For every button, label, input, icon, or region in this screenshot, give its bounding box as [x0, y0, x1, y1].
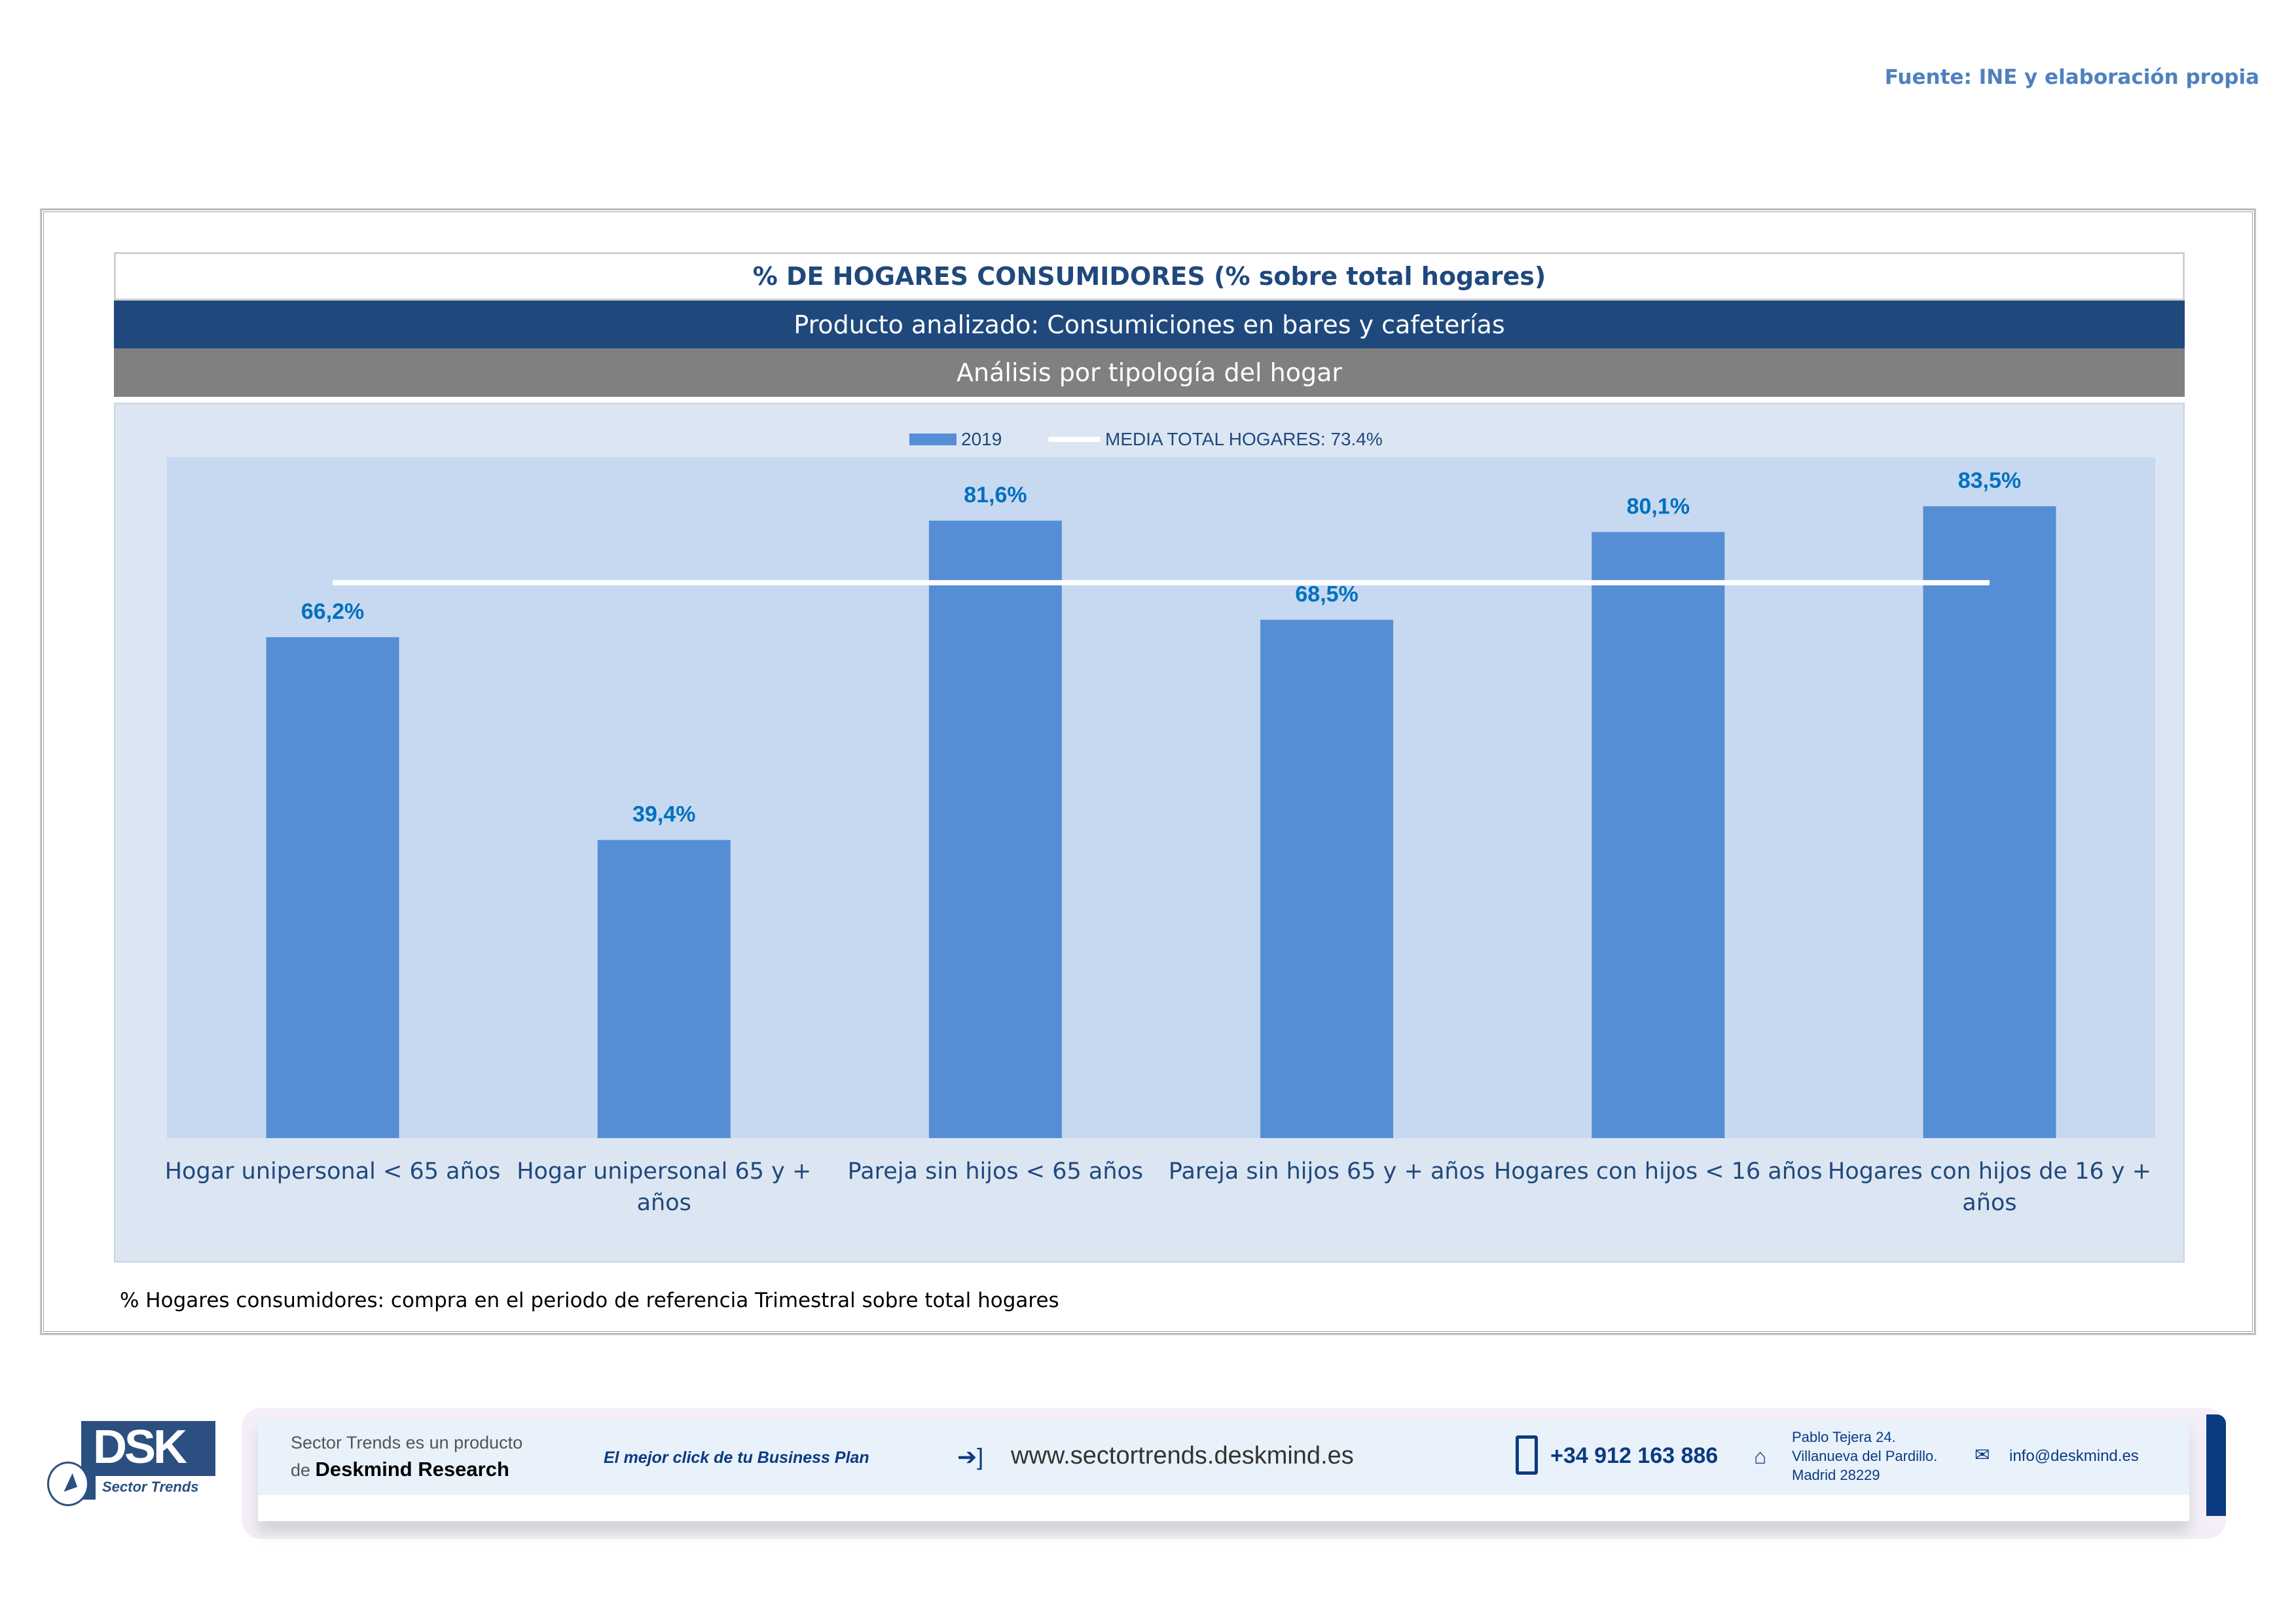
bar [597, 840, 731, 1138]
product-band: Producto analizado: Consumiciones en bar… [114, 301, 2185, 349]
data-label: 68,5% [1295, 581, 1358, 606]
data-label: 80,1% [1627, 494, 1690, 519]
category-label: Hogares con hijos < 16 años [1494, 1158, 1823, 1185]
data-label: 81,6% [964, 483, 1027, 507]
phone-number: +34 912 163 886 [1550, 1443, 1719, 1468]
category-label: Hogar unipersonal < 65 años [165, 1158, 501, 1185]
email-link[interactable]: info@deskmind.es [2009, 1447, 2139, 1465]
banner-accent [2206, 1414, 2226, 1516]
logo-text: DSK [93, 1421, 187, 1473]
rocket-icon [47, 1462, 89, 1506]
dsk-logo: DSK Sector Trends [43, 1421, 220, 1506]
category-label: años [637, 1190, 691, 1216]
phone-icon [1516, 1435, 1538, 1475]
footnote: % Hogares consumidores: compra en el per… [120, 1289, 1059, 1312]
report-frame [40, 208, 2256, 1335]
plot-area [167, 457, 2155, 1138]
source-note: Fuente: INE y elaboración propia [1884, 65, 2259, 89]
mail-icon: ✉ [1975, 1445, 1990, 1465]
address: Pablo Tejera 24. Villanueva del Pardillo.… [1792, 1429, 1938, 1483]
category-label: Pareja sin hijos < 65 años [848, 1158, 1144, 1185]
bar [928, 521, 1062, 1138]
bar-chart: 2019 MEDIA TOTAL HOGARES: 73.4% 66,2% Hogar… [165, 429, 2155, 1216]
slogan: El mejor click de tu Business Plan [604, 1449, 869, 1467]
home-icon: ⌂ [1754, 1445, 1767, 1468]
bar [266, 637, 399, 1138]
bar [1923, 506, 2056, 1138]
data-label: 39,4% [632, 802, 695, 827]
link-icon: ➔] [957, 1443, 984, 1470]
company-name: Deskmind Research [315, 1458, 509, 1481]
legend-swatch-average [1048, 437, 1101, 442]
legend-label-2019: 2019 [961, 429, 1002, 449]
category-label: Pareja sin hijos 65 y + años [1169, 1158, 1485, 1185]
analysis-band: Análisis por tipología del hogar [114, 348, 2185, 397]
category-label: años [1962, 1190, 2016, 1216]
legend-swatch-2019 [909, 434, 957, 445]
legend-label-average: MEDIA TOTAL HOGARES: 73.4% [1105, 429, 1383, 449]
bar [1260, 619, 1394, 1138]
category-label: Hogar unipersonal 65 y + [517, 1158, 811, 1185]
tagline: Sector Trends es un producto [291, 1433, 523, 1452]
bar [1592, 532, 1725, 1138]
website-link[interactable]: www.sectortrends.deskmind.es [1011, 1442, 1354, 1469]
data-label: 66,2% [301, 599, 364, 624]
logo-subtitle: Sector Trends [102, 1479, 199, 1495]
chart-area: 2019 MEDIA TOTAL HOGARES: 73.4% 66,2% Hogar… [114, 403, 2185, 1263]
chart-title: % DE HOGARES CONSUMIDORES (% sobre total… [114, 252, 2185, 301]
category-label: Hogares con hijos de 16 y + [1828, 1158, 2151, 1185]
tagline-de: de [291, 1460, 316, 1480]
data-label: 83,5% [1958, 468, 2021, 493]
footer-banner: Sector Trends es un producto de Deskmind… [242, 1408, 2226, 1539]
